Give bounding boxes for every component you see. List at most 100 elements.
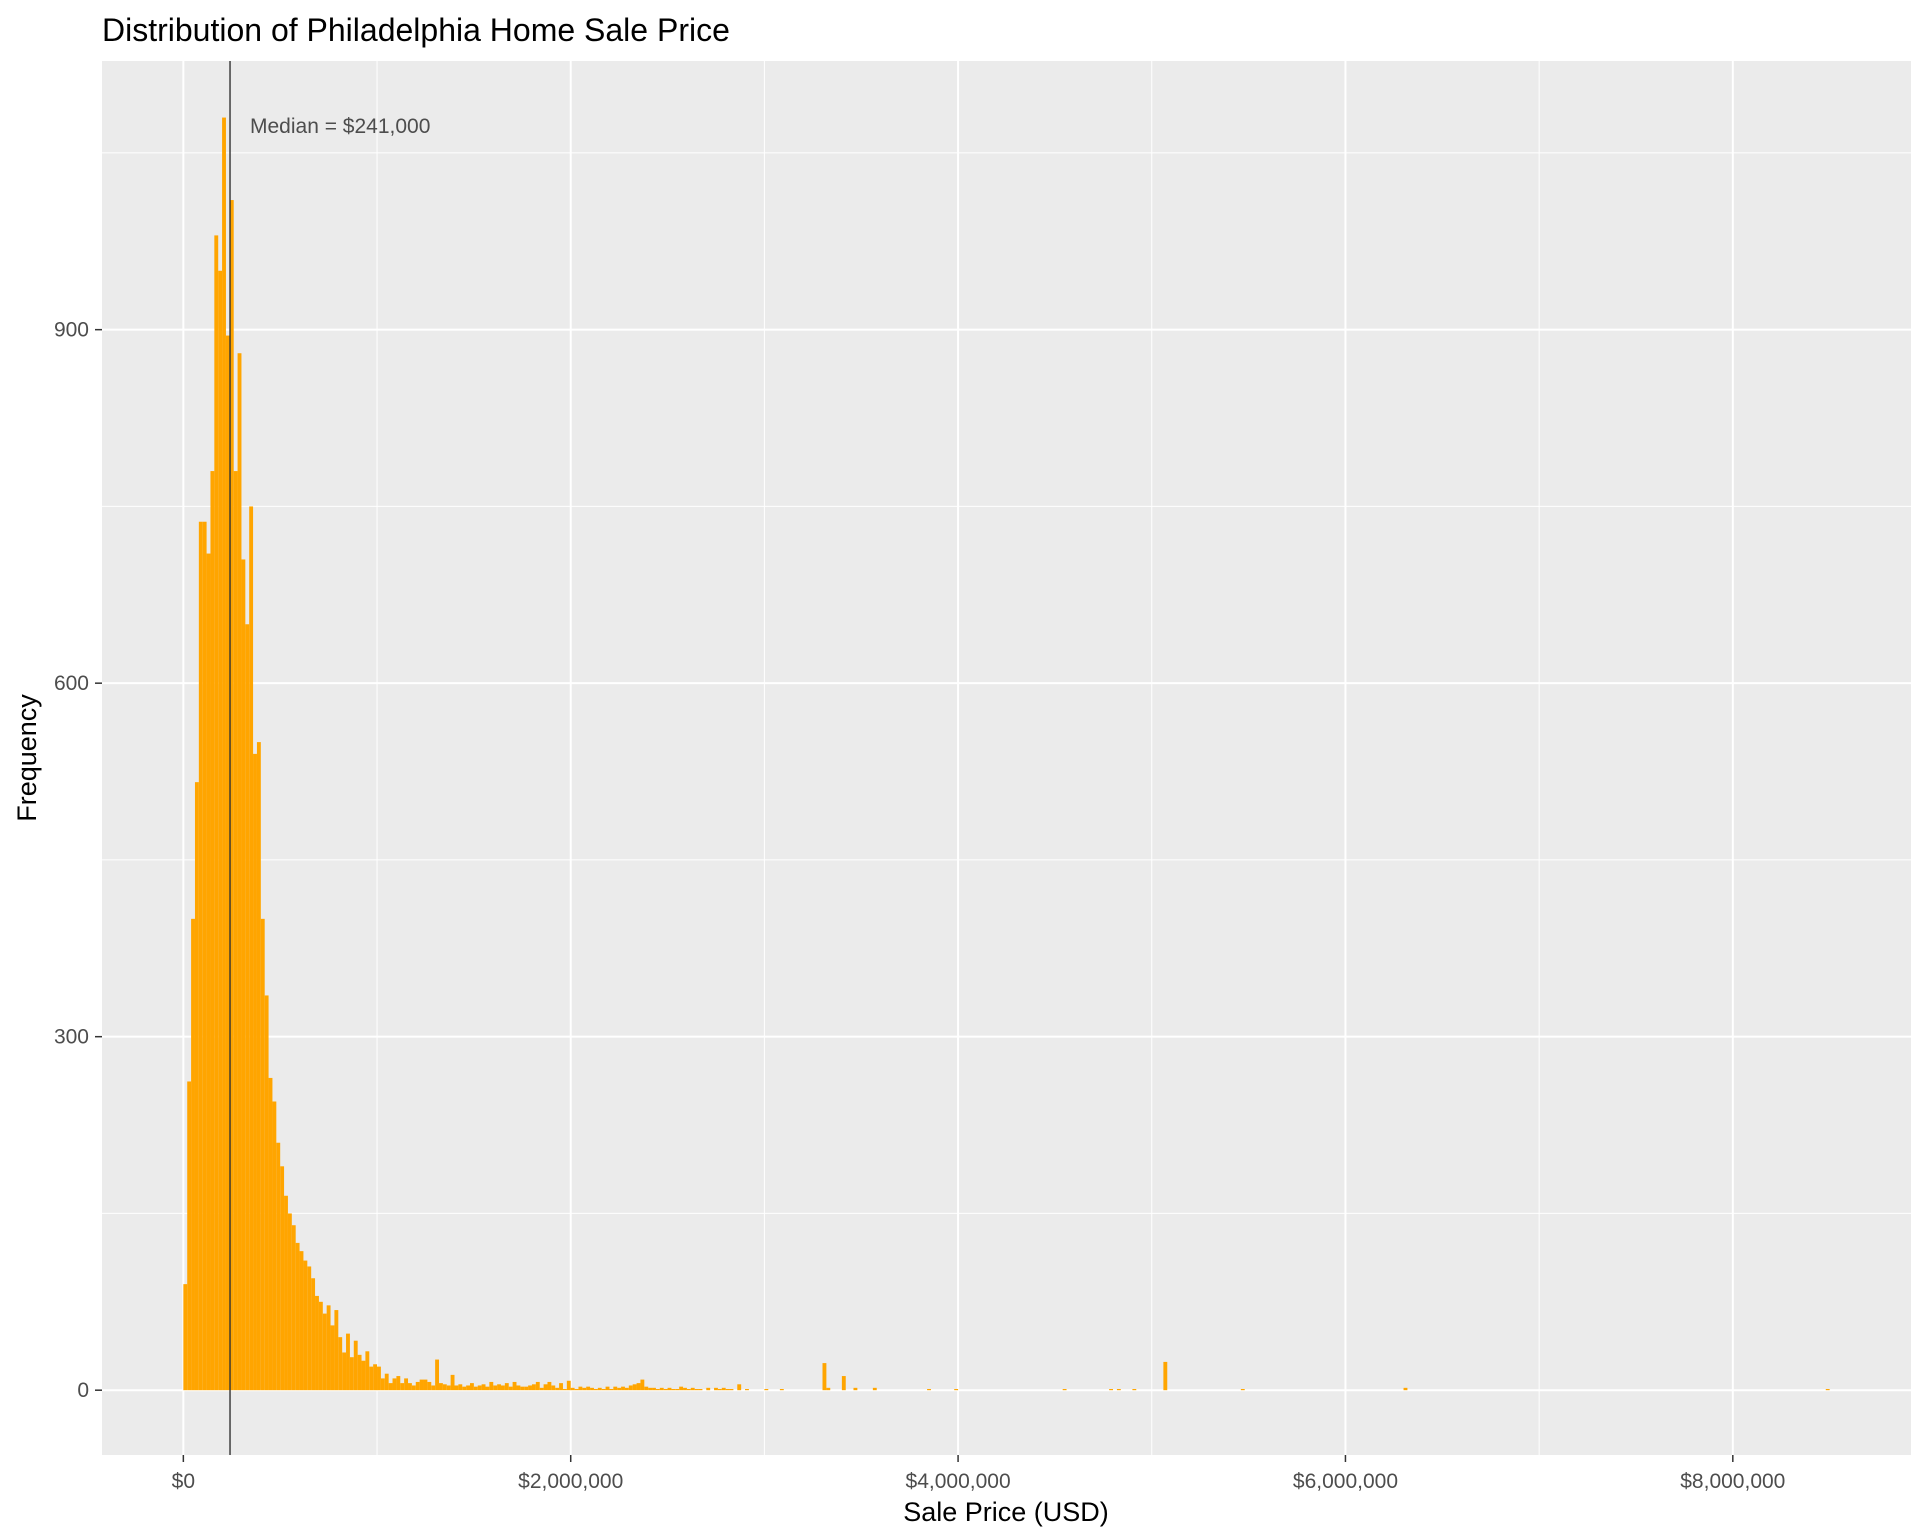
histogram-bar <box>353 1340 358 1391</box>
x-tick-label: $2,000,000 <box>518 1470 623 1493</box>
y-tick-label: 600 <box>54 672 89 695</box>
histogram-bar <box>559 1383 563 1391</box>
histogram-bar <box>241 559 246 1391</box>
histogram-bar <box>450 1374 455 1391</box>
histogram-bar <box>826 1387 831 1391</box>
histogram-bar <box>675 1389 680 1391</box>
histogram-bar <box>671 1389 676 1391</box>
histogram-bar <box>187 1081 192 1391</box>
chart-title: Distribution of Philadelphia Home Sale P… <box>102 12 730 48</box>
histogram-bar <box>745 1389 749 1391</box>
histogram-bar <box>446 1385 451 1391</box>
histogram-bar <box>303 1260 308 1391</box>
histogram-bar <box>737 1384 742 1391</box>
histogram-bar <box>489 1381 494 1391</box>
y-tick-label: 900 <box>54 319 89 342</box>
histogram-bar <box>284 1195 288 1391</box>
histogram-bar <box>655 1389 660 1391</box>
histogram-bar <box>1403 1387 1408 1391</box>
histogram-bar <box>396 1376 401 1391</box>
histogram-bar <box>342 1352 347 1391</box>
histogram-bar <box>249 506 254 1391</box>
histogram-bar <box>512 1381 517 1391</box>
histogram-bar <box>477 1385 482 1391</box>
histogram-bar <box>628 1385 633 1391</box>
histogram-bar <box>570 1387 575 1391</box>
grid-lines <box>102 61 1911 1455</box>
histogram-bar <box>322 1313 327 1391</box>
histogram-bar <box>582 1387 587 1391</box>
histogram-bar <box>253 753 257 1391</box>
histogram-bar <box>551 1385 556 1391</box>
y-axis: 0 300 600 900 <box>54 319 102 1402</box>
histogram-bar <box>566 1380 571 1391</box>
histogram-bar <box>632 1384 637 1391</box>
histogram-bar <box>388 1383 393 1391</box>
histogram-bar <box>330 1325 335 1391</box>
y-tick-label: 300 <box>54 1026 89 1049</box>
histogram-bar <box>338 1337 343 1391</box>
histogram-bar <box>690 1387 695 1391</box>
histogram-bar <box>469 1383 474 1391</box>
histogram-bar <box>377 1366 381 1391</box>
histogram-bar <box>411 1385 416 1391</box>
histogram-bar <box>531 1384 536 1391</box>
histogram-bar <box>547 1381 552 1391</box>
x-tick-label: $8,000,000 <box>1680 1470 1785 1493</box>
histogram-bar <box>1116 1389 1121 1391</box>
histogram-bar <box>318 1301 323 1391</box>
histogram-bar <box>493 1385 498 1391</box>
histogram-bar <box>454 1385 459 1391</box>
histogram-bar <box>853 1387 858 1391</box>
histogram-bar <box>555 1387 560 1391</box>
histogram-bar <box>613 1386 618 1391</box>
histogram-bar <box>233 471 238 1391</box>
histogram-bar <box>640 1379 645 1391</box>
histogram-bar <box>605 1386 610 1391</box>
histogram-bar <box>485 1386 490 1391</box>
histogram-bar <box>872 1387 877 1391</box>
histogram-bar <box>1825 1389 1830 1391</box>
histogram-bar <box>636 1383 641 1391</box>
histogram-bar <box>667 1387 672 1391</box>
histogram-bar <box>648 1387 653 1391</box>
histogram-bar <box>373 1364 378 1391</box>
histogram-bar <box>686 1389 691 1391</box>
histogram-bar <box>466 1385 470 1391</box>
histogram-bar <box>400 1383 405 1391</box>
histogram-bar <box>590 1387 594 1391</box>
histogram-bar <box>601 1389 606 1391</box>
x-axis: $0 $2,000,000 $4,000,000 $6,000,000 $8,000,0… <box>172 1455 1785 1493</box>
histogram-bar <box>1240 1389 1245 1391</box>
histogram-bar <box>779 1389 784 1391</box>
histogram-bar <box>245 624 250 1391</box>
histogram-bar <box>617 1387 622 1391</box>
histogram-bar <box>1062 1389 1067 1391</box>
histogram-bar <box>419 1379 424 1391</box>
histogram-bar <box>694 1389 699 1391</box>
histogram-bar <box>663 1389 668 1391</box>
histogram-bar <box>462 1386 467 1391</box>
histogram-bar <box>586 1386 591 1391</box>
histogram-bar <box>214 235 219 1391</box>
histogram-bar <box>481 1384 486 1391</box>
histogram-bar <box>315 1295 319 1391</box>
histogram-bar <box>194 782 199 1391</box>
histogram-bar <box>528 1385 532 1391</box>
histogram-bar <box>1109 1389 1114 1391</box>
histogram-bar <box>365 1351 370 1391</box>
x-tick-label: $0 <box>172 1470 195 1493</box>
histogram-bar <box>516 1385 521 1391</box>
histogram-bar <box>500 1385 505 1391</box>
histogram-bar <box>597 1387 602 1391</box>
histogram-bar <box>423 1379 428 1391</box>
histogram-bar <box>609 1389 614 1391</box>
histogram-bar <box>256 742 261 1391</box>
histogram-bar <box>380 1378 385 1391</box>
histogram-bar <box>706 1387 711 1391</box>
histogram-bar <box>508 1386 513 1391</box>
histogram-bar <box>260 918 265 1391</box>
histogram-bar <box>326 1305 331 1391</box>
histogram-bar <box>458 1384 463 1391</box>
histogram-bar <box>415 1381 420 1391</box>
